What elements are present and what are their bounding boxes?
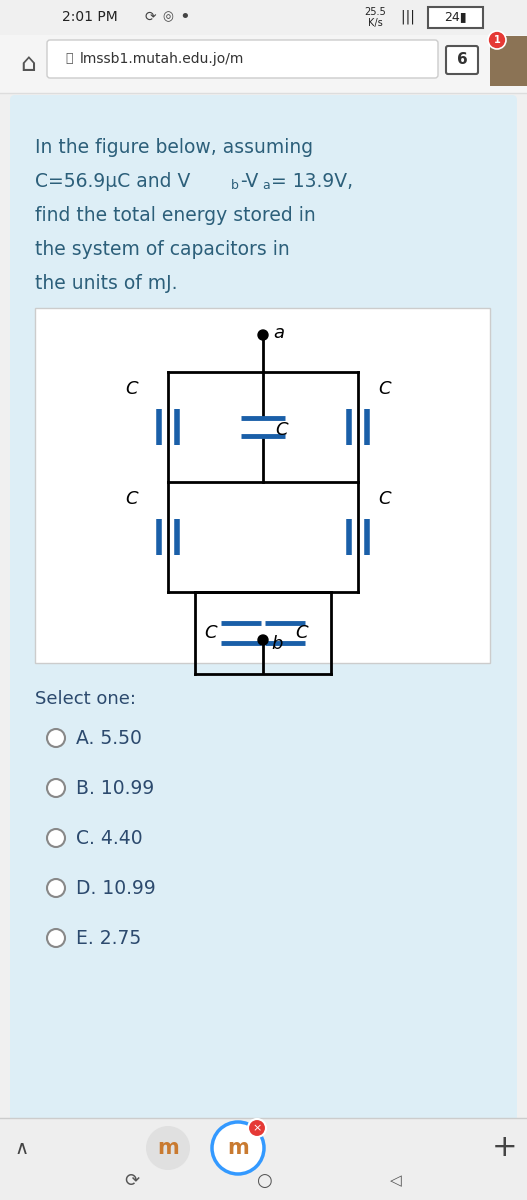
Text: 2:01 PM: 2:01 PM xyxy=(62,10,118,24)
Text: 1: 1 xyxy=(494,35,500,44)
Text: $a$: $a$ xyxy=(273,324,285,342)
FancyBboxPatch shape xyxy=(0,35,527,92)
FancyBboxPatch shape xyxy=(10,95,517,1170)
Text: m: m xyxy=(227,1138,249,1158)
Text: the units of mJ.: the units of mJ. xyxy=(35,274,178,293)
Text: 24▮: 24▮ xyxy=(444,11,466,24)
Text: $C$: $C$ xyxy=(295,624,309,642)
Text: = 13.9V,: = 13.9V, xyxy=(271,172,353,191)
Text: 25.5: 25.5 xyxy=(364,7,386,17)
Text: +: + xyxy=(492,1134,518,1163)
Text: ×: × xyxy=(252,1123,262,1133)
Text: m: m xyxy=(157,1138,179,1158)
Text: ◎: ◎ xyxy=(162,11,173,24)
FancyBboxPatch shape xyxy=(490,36,527,86)
Text: $b$: $b$ xyxy=(271,635,284,653)
Text: ◁: ◁ xyxy=(390,1174,402,1188)
Text: C=56.9μC and V: C=56.9μC and V xyxy=(35,172,190,191)
Text: $C$: $C$ xyxy=(275,421,289,439)
Text: -V: -V xyxy=(240,172,258,191)
Circle shape xyxy=(258,635,268,646)
Text: b: b xyxy=(231,179,239,192)
Text: ○: ○ xyxy=(256,1172,272,1190)
Circle shape xyxy=(47,728,65,746)
Circle shape xyxy=(47,779,65,797)
Text: lmssb1.mutah.edu.jo/m: lmssb1.mutah.edu.jo/m xyxy=(80,52,245,66)
FancyBboxPatch shape xyxy=(446,46,478,74)
Circle shape xyxy=(146,1126,190,1170)
FancyBboxPatch shape xyxy=(0,1118,527,1200)
Text: $C$: $C$ xyxy=(125,380,140,398)
Circle shape xyxy=(47,829,65,847)
Text: 6: 6 xyxy=(456,53,467,67)
Text: |​|​|: |​|​| xyxy=(401,10,415,24)
Text: ⌂: ⌂ xyxy=(20,52,36,76)
Text: C. 4.40: C. 4.40 xyxy=(76,828,143,847)
Text: D. 10.99: D. 10.99 xyxy=(76,878,156,898)
Text: ⟳: ⟳ xyxy=(144,10,156,24)
Text: K/s: K/s xyxy=(368,18,383,28)
Circle shape xyxy=(212,1122,264,1174)
Circle shape xyxy=(47,878,65,898)
FancyBboxPatch shape xyxy=(428,7,483,28)
Text: 🔒: 🔒 xyxy=(65,53,73,66)
FancyBboxPatch shape xyxy=(47,40,438,78)
Text: the system of capacitors in: the system of capacitors in xyxy=(35,240,290,259)
Text: $C$: $C$ xyxy=(378,490,393,508)
Circle shape xyxy=(248,1118,266,1138)
Text: Select one:: Select one: xyxy=(35,690,136,708)
FancyBboxPatch shape xyxy=(35,308,490,662)
Circle shape xyxy=(47,929,65,947)
Text: •: • xyxy=(180,8,190,26)
Text: $C$: $C$ xyxy=(204,624,219,642)
FancyBboxPatch shape xyxy=(0,0,527,35)
Text: $C$: $C$ xyxy=(378,380,393,398)
Text: find the total energy stored in: find the total energy stored in xyxy=(35,206,316,226)
Text: B. 10.99: B. 10.99 xyxy=(76,779,154,798)
Text: a: a xyxy=(262,179,270,192)
Circle shape xyxy=(488,31,506,49)
Text: $C$: $C$ xyxy=(125,490,140,508)
Text: ∧: ∧ xyxy=(15,1139,29,1158)
Text: ⟳: ⟳ xyxy=(124,1172,140,1190)
Text: In the figure below, assuming: In the figure below, assuming xyxy=(35,138,313,157)
Text: A. 5.50: A. 5.50 xyxy=(76,728,142,748)
Text: E. 2.75: E. 2.75 xyxy=(76,929,141,948)
Circle shape xyxy=(258,330,268,340)
